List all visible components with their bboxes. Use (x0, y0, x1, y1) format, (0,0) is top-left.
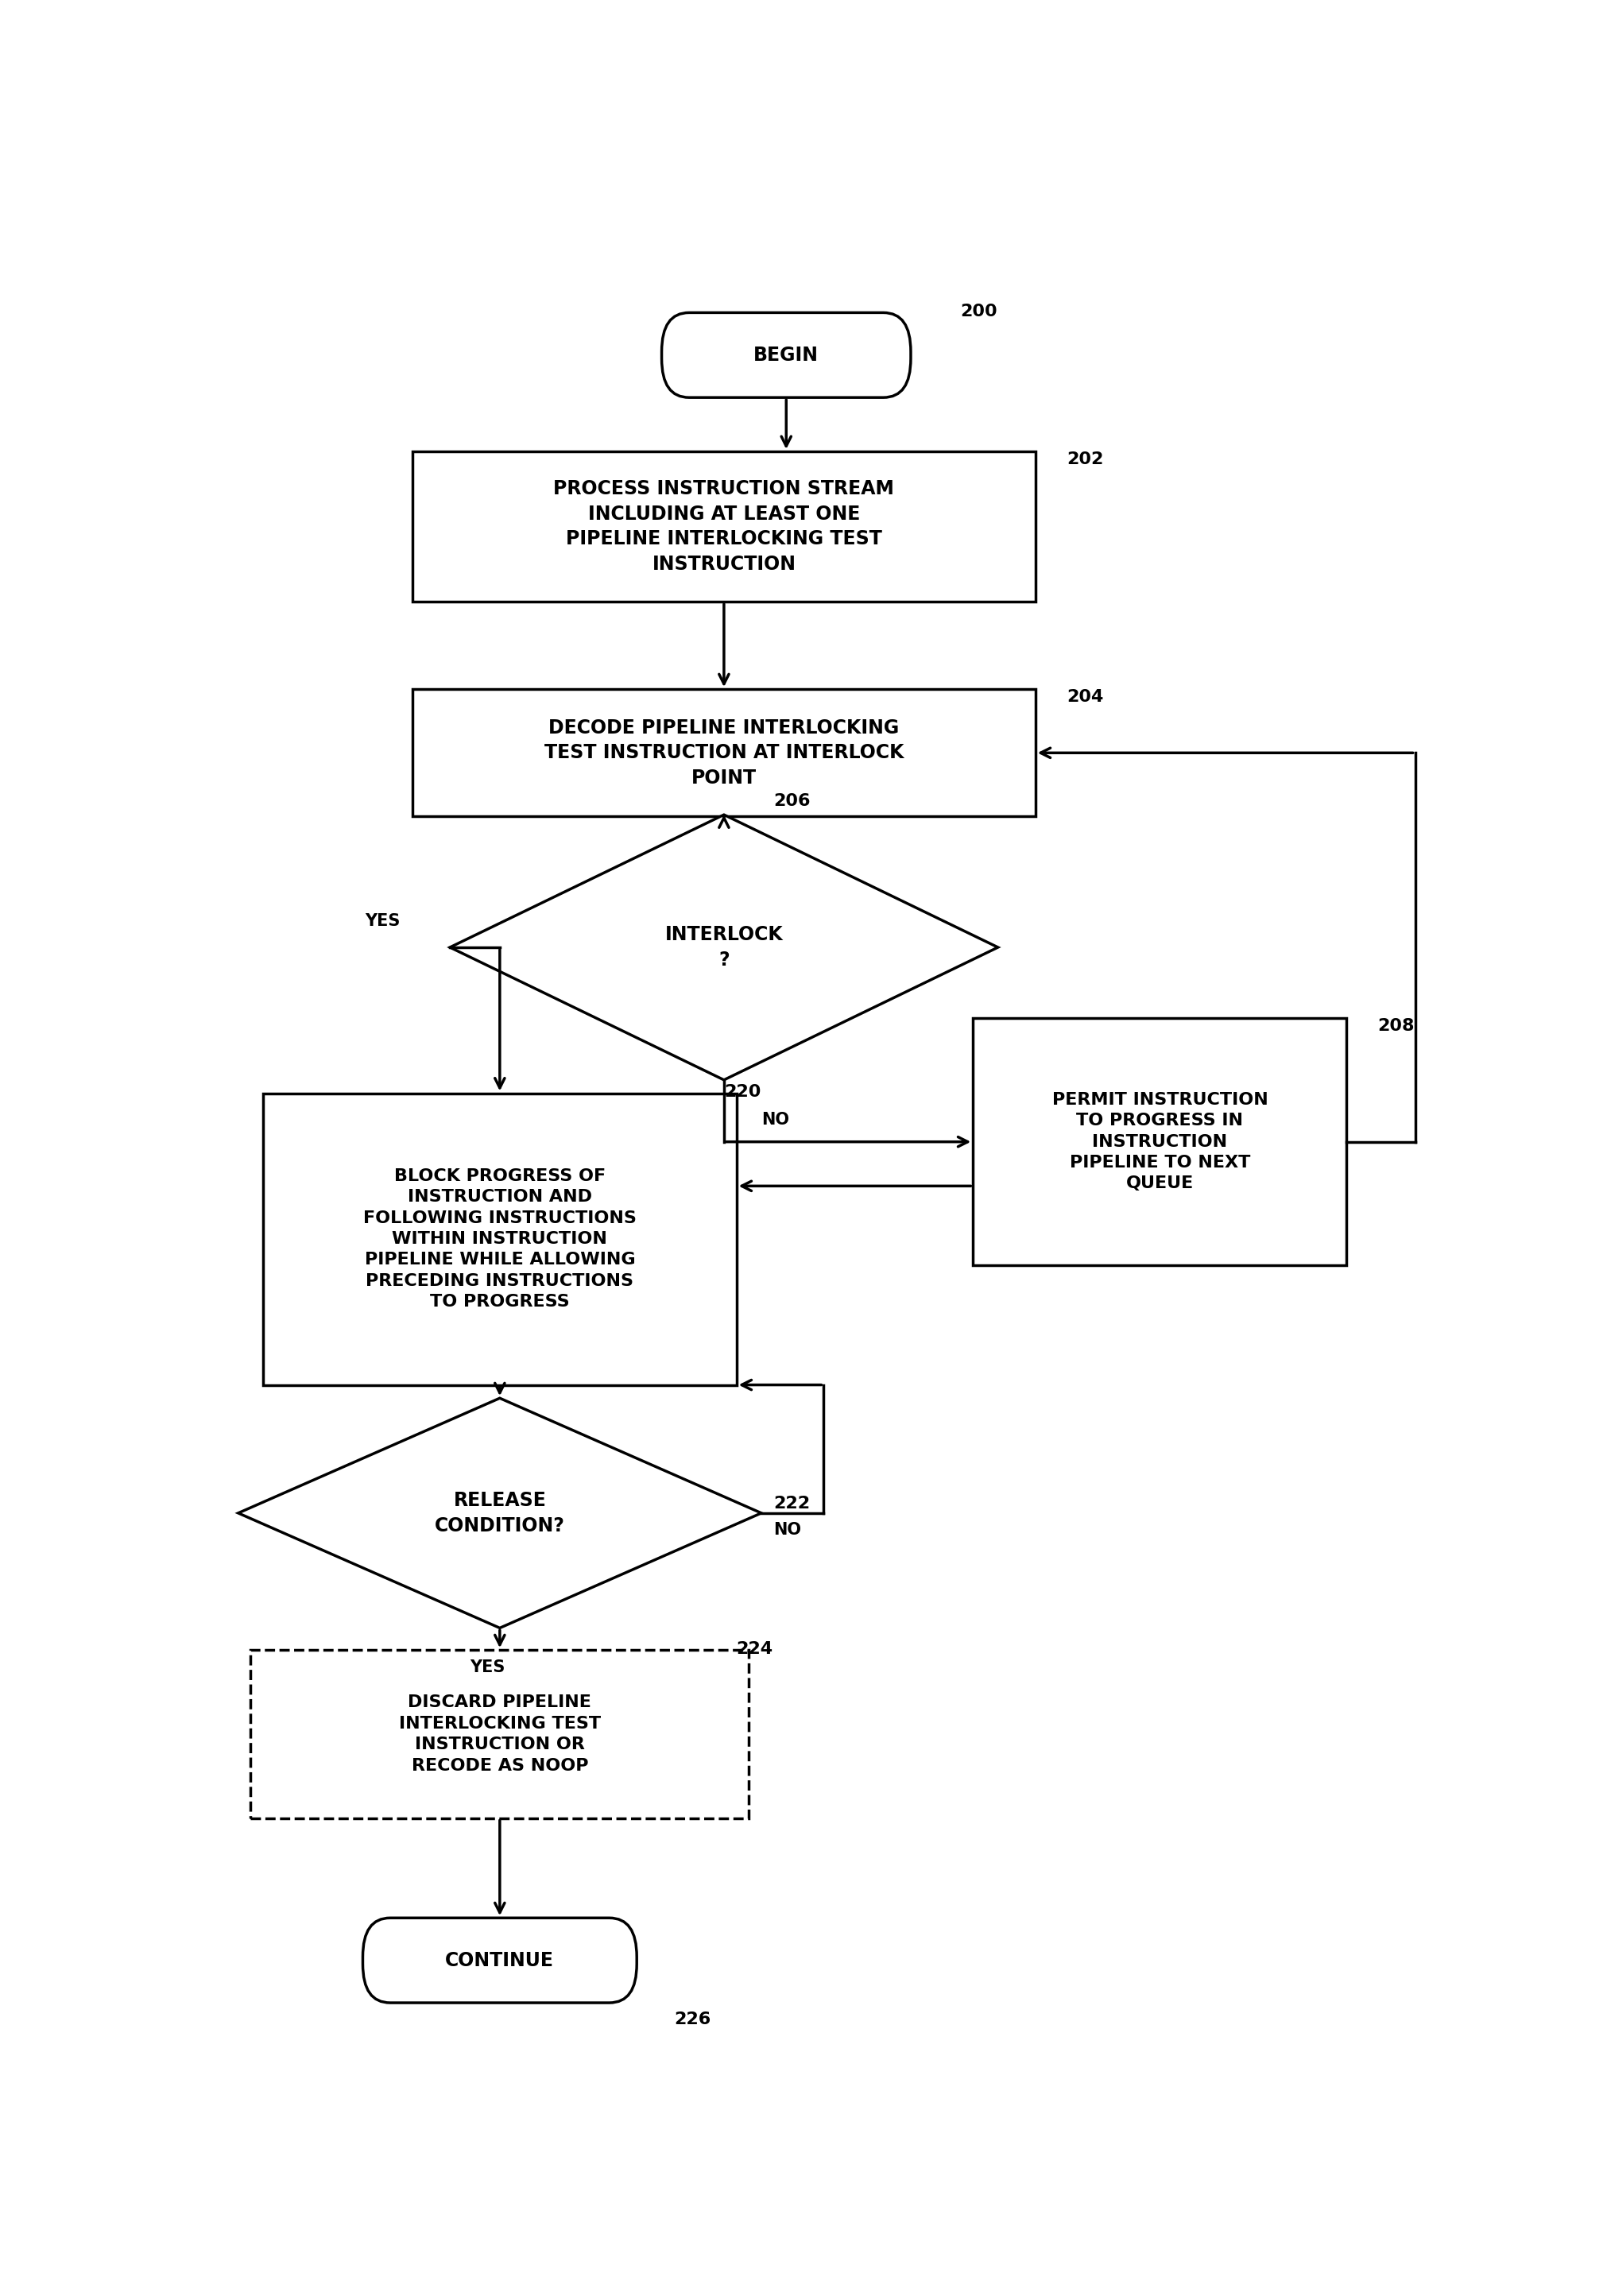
FancyBboxPatch shape (363, 1917, 636, 2002)
Text: 200: 200 (961, 303, 998, 319)
Text: RELEASE
CONDITION?: RELEASE CONDITION? (434, 1490, 566, 1536)
Bar (972, 1017, 1347, 1265)
FancyBboxPatch shape (662, 312, 911, 397)
Polygon shape (238, 1398, 762, 1628)
Bar (413, 452, 1035, 602)
Text: YES: YES (469, 1660, 505, 1676)
Bar (251, 1651, 749, 1818)
Text: PROCESS INSTRUCTION STREAM
INCLUDING AT LEAST ONE
PIPELINE INTERLOCKING TEST
INS: PROCESS INSTRUCTION STREAM INCLUDING AT … (553, 480, 895, 574)
Text: NO: NO (775, 1522, 802, 1538)
Text: BLOCK PROGRESS OF
INSTRUCTION AND
FOLLOWING INSTRUCTIONS
WITHIN INSTRUCTION
PIPE: BLOCK PROGRESS OF INSTRUCTION AND FOLLOW… (363, 1169, 636, 1311)
Text: 222: 222 (775, 1495, 810, 1511)
Text: 224: 224 (736, 1642, 773, 1658)
Text: BEGIN: BEGIN (754, 344, 820, 365)
Text: DISCARD PIPELINE
INTERLOCKING TEST
INSTRUCTION OR
RECODE AS NOOP: DISCARD PIPELINE INTERLOCKING TEST INSTR… (399, 1694, 601, 1773)
Text: 220: 220 (723, 1084, 760, 1100)
Text: 204: 204 (1067, 689, 1104, 705)
Text: NO: NO (762, 1111, 789, 1127)
Text: YES: YES (365, 914, 400, 930)
Bar (264, 1093, 736, 1384)
Text: 226: 226 (675, 2011, 710, 2027)
Text: PERMIT INSTRUCTION
TO PROGRESS IN
INSTRUCTION
PIPELINE TO NEXT
QUEUE: PERMIT INSTRUCTION TO PROGRESS IN INSTRU… (1053, 1093, 1268, 1192)
Text: 208: 208 (1377, 1017, 1414, 1033)
Bar (413, 689, 1035, 817)
Polygon shape (450, 815, 998, 1079)
Text: CONTINUE: CONTINUE (445, 1952, 554, 1970)
Text: 202: 202 (1067, 452, 1104, 468)
Text: 206: 206 (775, 794, 810, 810)
Text: DECODE PIPELINE INTERLOCKING
TEST INSTRUCTION AT INTERLOCK
POINT: DECODE PIPELINE INTERLOCKING TEST INSTRU… (545, 719, 903, 788)
Text: INTERLOCK
?: INTERLOCK ? (665, 925, 783, 969)
